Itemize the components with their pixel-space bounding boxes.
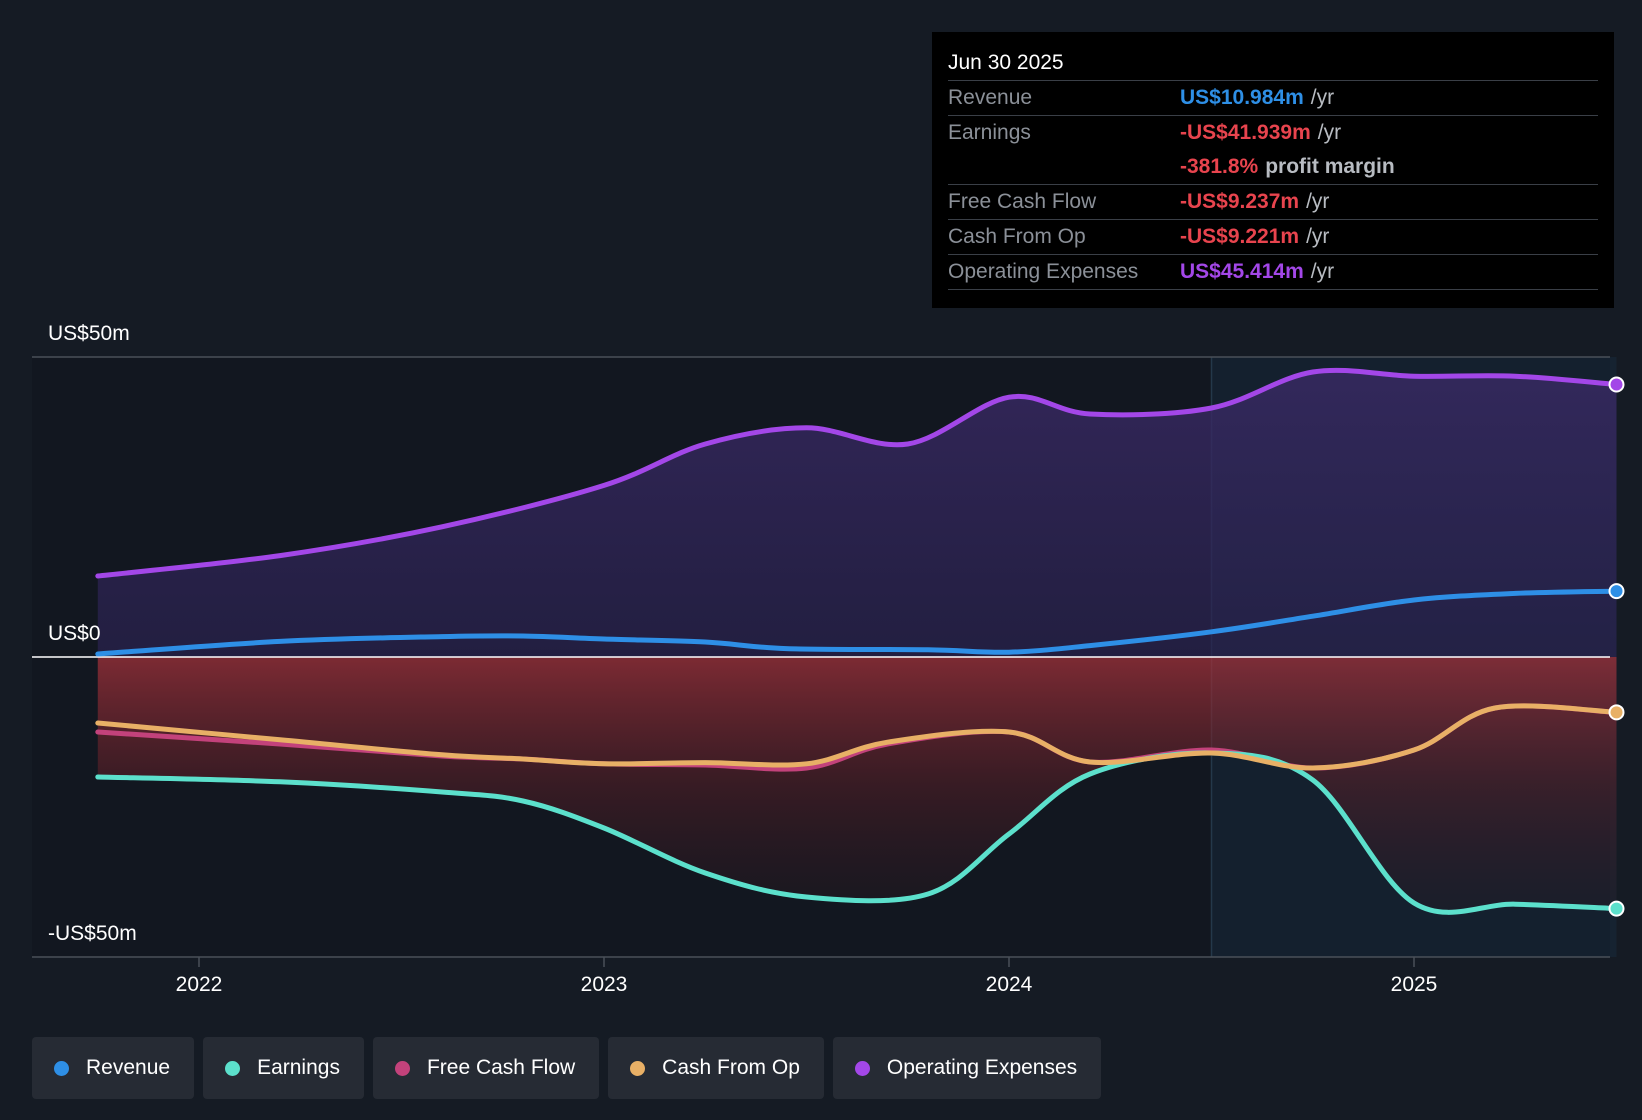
operating-expenses-line <box>95 367 1619 579</box>
tooltip-label: Free Cash Flow <box>948 190 1097 213</box>
tooltip-value: -381.8% <box>1180 155 1259 178</box>
legend-item-revenue[interactable]: Revenue <box>32 1037 195 1099</box>
tooltip-unit: profit margin <box>1265 155 1395 178</box>
x-tick-label: 2022 <box>176 973 223 996</box>
tooltip-value: US$45.414m <box>1180 260 1304 283</box>
tooltip-unit: /yr <box>1306 190 1330 213</box>
tooltip-value: -US$41.939m <box>1180 121 1311 144</box>
tooltip-unit: /yr <box>1306 225 1330 248</box>
free-cash-flow-dot-icon <box>394 1060 410 1076</box>
legend-label: Free Cash Flow <box>426 1056 576 1079</box>
revenue-dot-icon <box>54 1060 69 1076</box>
tooltip-unit: /yr <box>1310 86 1335 109</box>
tooltip-date: Jun 30 2025 <box>948 46 1598 81</box>
legend-label: Operating Expenses <box>886 1056 1078 1079</box>
negative-area <box>97 657 1617 913</box>
tooltip-label: Earnings <box>948 121 1031 144</box>
tooltip-row-profit-margin: -381.8% profit margin <box>948 150 1598 185</box>
legend-item-free-cash-flow[interactable]: Free Cash Flow <box>372 1037 600 1099</box>
tooltip-label: Cash From Op <box>948 225 1086 248</box>
tooltip-value: -US$9.221m <box>1180 225 1300 248</box>
tooltip-value: -US$9.237m <box>1180 190 1300 213</box>
tooltip: Jun 30 2025 Revenue US$10.984m /yr Earni… <box>932 32 1614 308</box>
earnings-endpoint <box>1608 900 1625 917</box>
earnings-line <box>95 750 1619 915</box>
earnings-dot-icon <box>225 1060 241 1076</box>
tooltip-row-free-cash-flow: Free Cash Flow -US$9.237m /yr <box>948 185 1598 220</box>
operating-expenses-area <box>97 370 1617 657</box>
operating-expenses-dot-icon <box>854 1060 870 1076</box>
operating-expenses-endpoint <box>1608 376 1625 393</box>
legend-item-earnings[interactable]: Earnings <box>203 1037 364 1099</box>
legend-label: Earnings <box>257 1056 340 1079</box>
legend: Revenue Earnings Free Cash Flow Cash Fro… <box>32 1037 1102 1099</box>
x-tick-label: 2024 <box>986 973 1033 996</box>
tooltip-unit: /yr <box>1310 260 1335 283</box>
tooltip-row-earnings: Earnings -US$41.939m /yr <box>948 116 1598 150</box>
revenue-line <box>95 588 1619 657</box>
x-tick-label: 2025 <box>1391 973 1438 996</box>
y-axis-label: -US$50m <box>48 922 137 945</box>
tooltip-row-operating-expenses: Operating Expenses US$45.414m /yr <box>948 255 1598 290</box>
tooltip-label: Revenue <box>948 86 1033 109</box>
legend-item-cash-from-op[interactable]: Cash From Op <box>608 1037 824 1099</box>
revenue-endpoint <box>1608 583 1625 600</box>
cash-from-op-dot-icon <box>630 1060 646 1076</box>
tooltip-label <box>948 150 1180 184</box>
legend-label: Revenue <box>86 1056 171 1079</box>
legend-label: Cash From Op <box>662 1056 800 1079</box>
cash-from-op-line <box>95 703 1619 771</box>
y-axis-label: US$0 <box>48 622 101 645</box>
legend-item-operating-expenses[interactable]: Operating Expenses <box>832 1037 1102 1099</box>
tooltip-label: Operating Expenses <box>948 260 1139 283</box>
tooltip-row-cash-from-op: Cash From Op -US$9.221m /yr <box>948 220 1598 255</box>
tooltip-row-revenue: Revenue US$10.984m /yr <box>948 81 1598 116</box>
tooltip-value: US$10.984m <box>1180 86 1304 109</box>
y-axis-label: US$50m <box>48 322 130 345</box>
cash-from-op-endpoint <box>1608 704 1625 721</box>
tooltip-unit: /yr <box>1317 121 1342 144</box>
x-tick-label: 2023 <box>581 973 628 996</box>
